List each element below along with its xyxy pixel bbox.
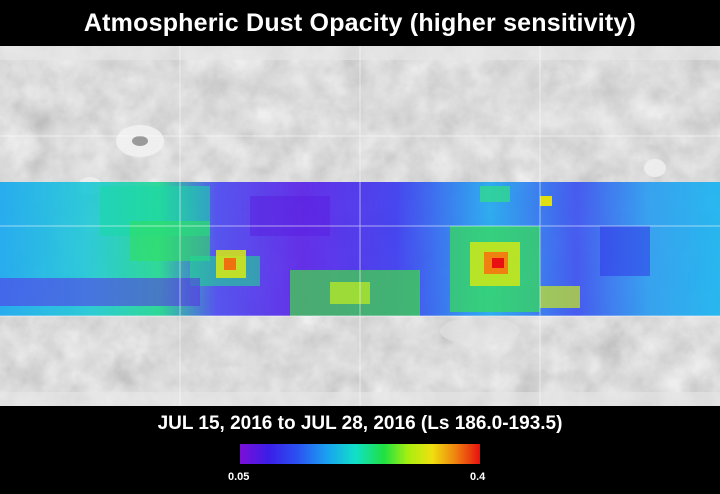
map-title: Atmospheric Dust Opacity (higher sensiti…	[83, 8, 637, 37]
graticule	[0, 46, 720, 406]
colorbar-max-label: 0.4	[470, 471, 486, 483]
colorbar	[240, 444, 480, 464]
colorbar-min-label: 0.05	[228, 471, 250, 483]
date-range-label: JUL 15, 2016 to JUL 28, 2016 (Ls 186.0-1…	[157, 413, 563, 434]
dust-opacity-map	[0, 46, 720, 406]
